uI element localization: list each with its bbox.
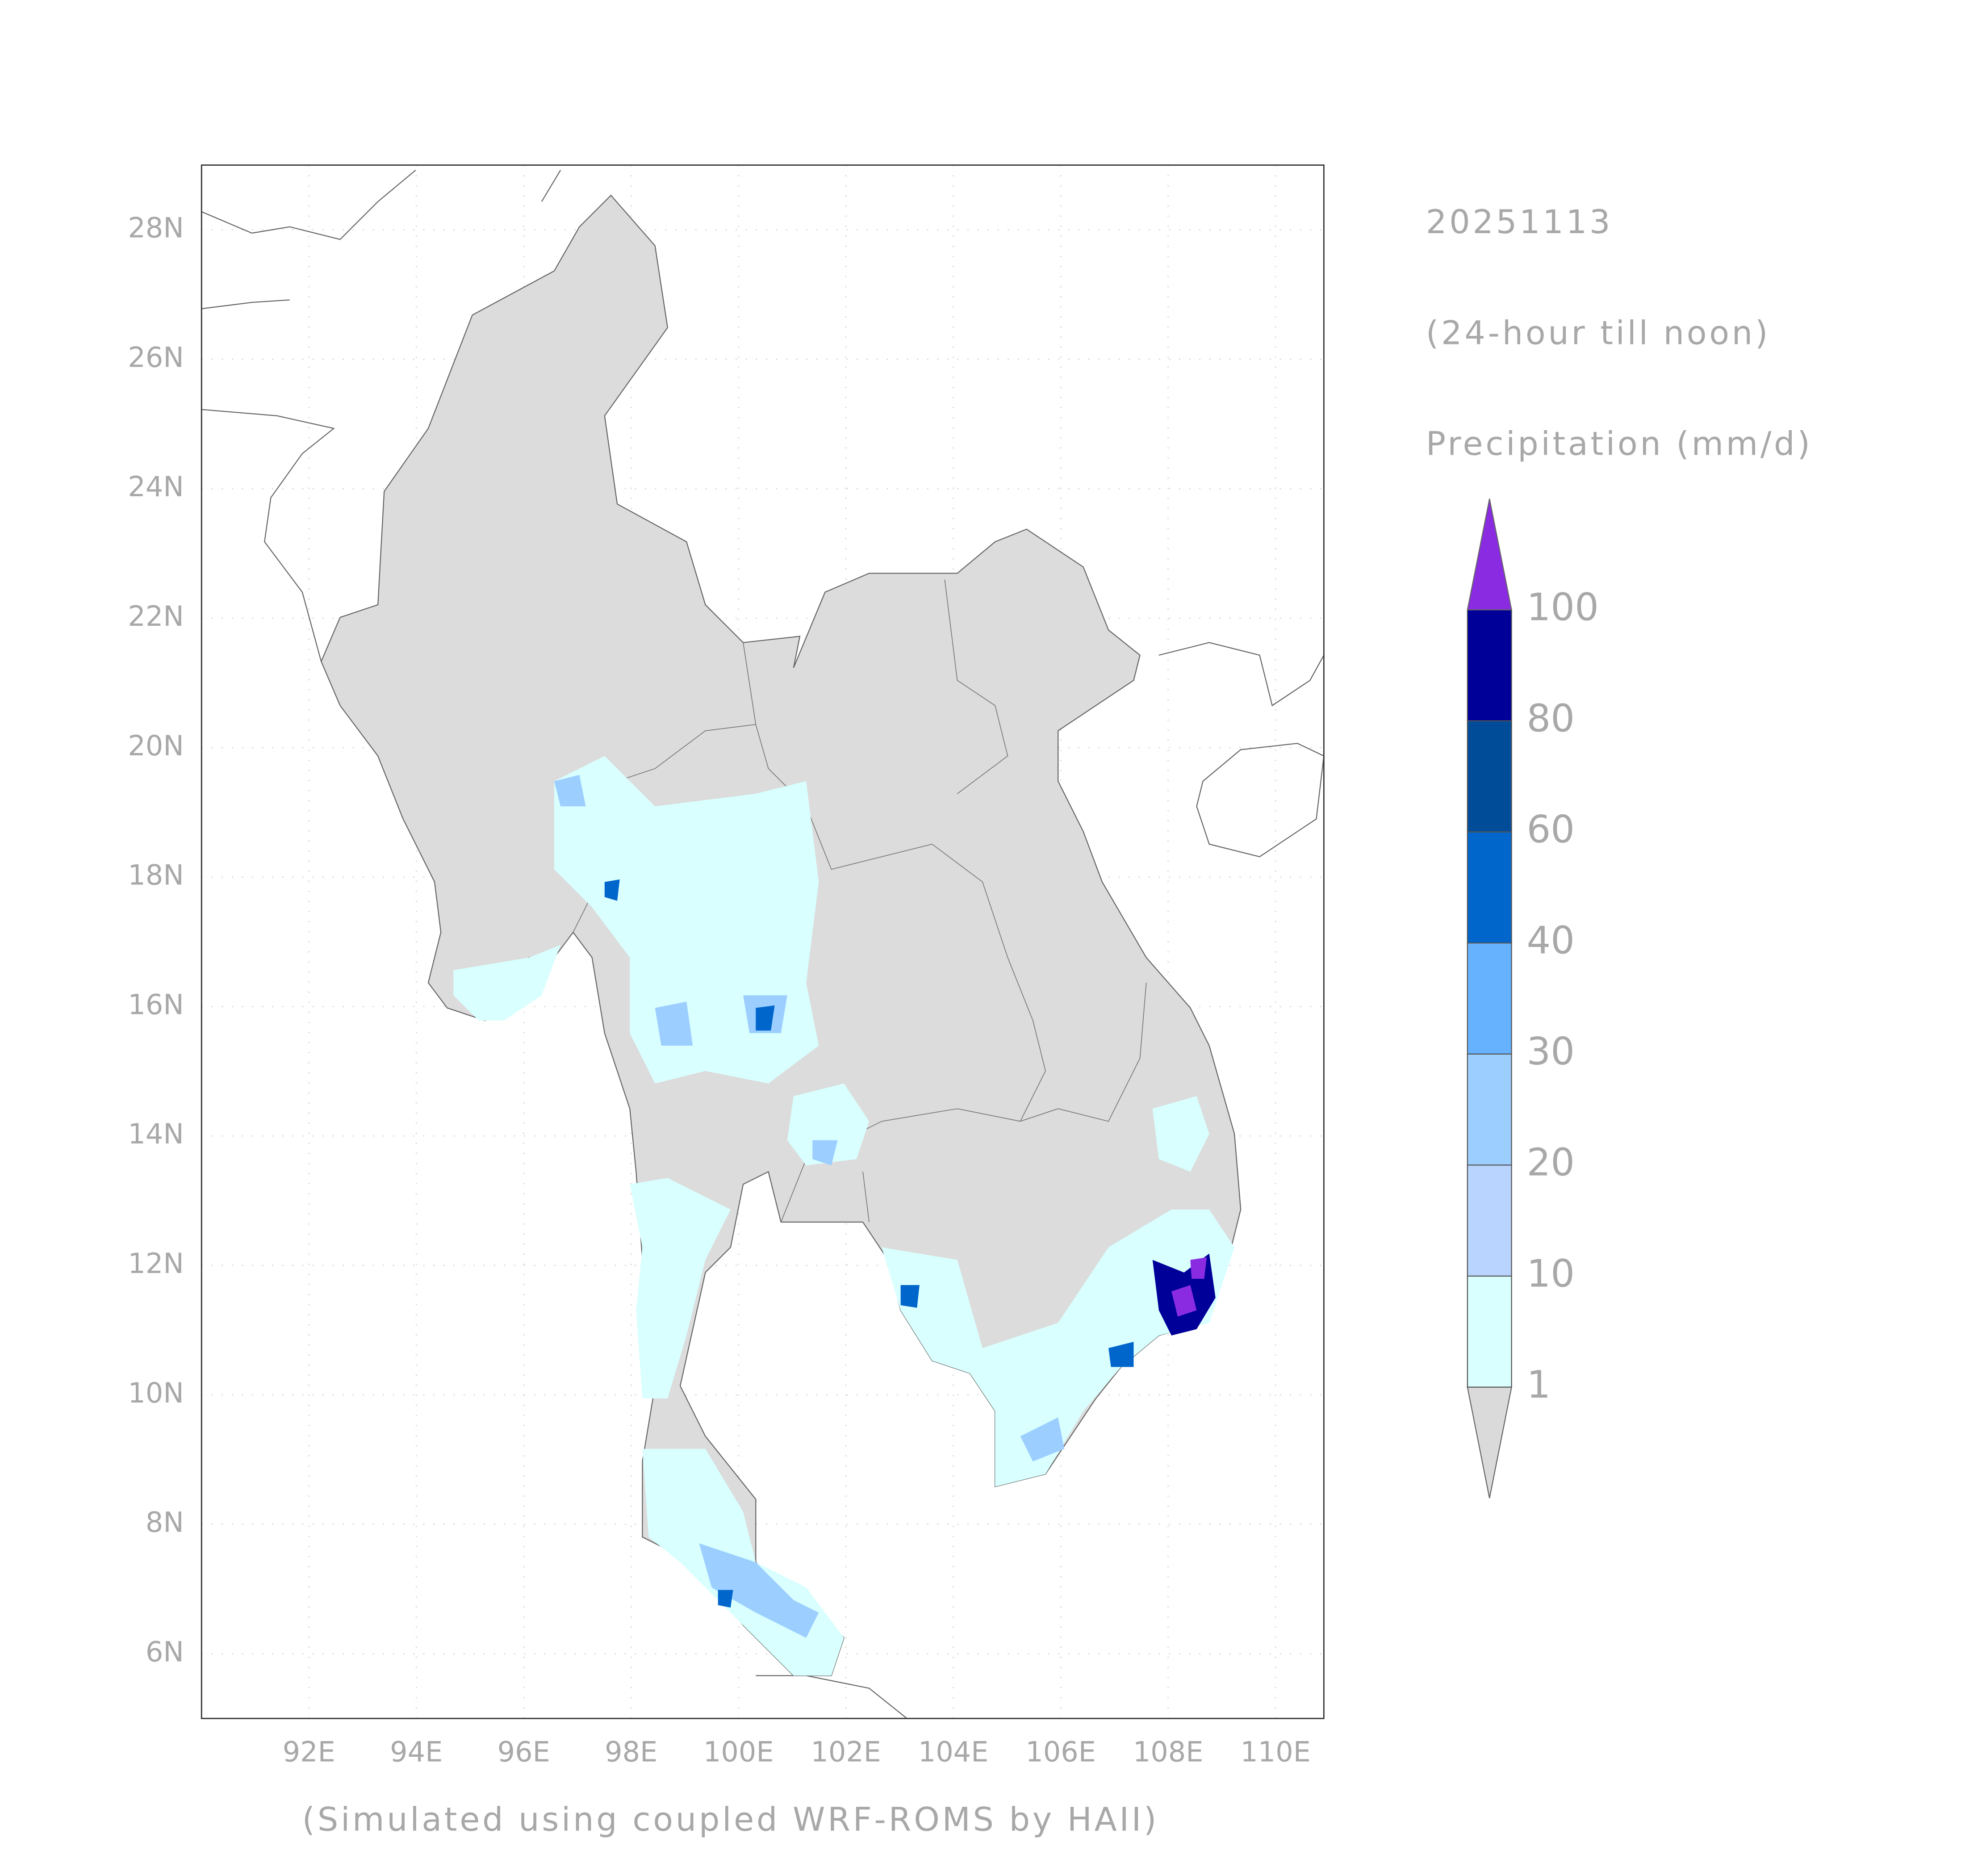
date-label: 20251113 (1426, 203, 1613, 241)
colorbar-label: 10 (1526, 1251, 1575, 1295)
lat-tick-label: 6N (146, 1635, 184, 1668)
lon-tick-label: 96E (498, 1735, 550, 1768)
colorbar-box (1467, 609, 1512, 721)
map-frame (201, 164, 1325, 1719)
colorbar-label: 100 (1526, 585, 1599, 629)
lon-tick-label: 100E (703, 1735, 774, 1768)
lon-tick-label: 108E (1133, 1735, 1204, 1768)
colorbar-under (1467, 1386, 1512, 1499)
colorbar-label: 40 (1526, 918, 1575, 963)
colorbar-label: 30 (1526, 1029, 1575, 1073)
footer: (Simulated using coupled WRF-ROMS by HAI… (302, 1801, 1159, 1839)
colorbar: 1 10 20 30 40 60 80 100 (1467, 498, 1599, 1499)
map-layer (201, 170, 1324, 1719)
lon-tick-label: 104E (918, 1735, 989, 1768)
variable-label: Precipitation (mm/d) (1426, 425, 1813, 463)
lat-tick-label: 20N (128, 729, 184, 762)
lon-tick-label: 94E (390, 1735, 443, 1768)
lat-tick-label: 22N (128, 600, 184, 632)
lat-tick-label: 28N (128, 212, 184, 244)
colorbar-box (1467, 942, 1512, 1055)
lon-tick-label: 102E (811, 1735, 881, 1768)
colorbar-box (1467, 1275, 1512, 1388)
internal-borders (573, 579, 1147, 1223)
colorbar-over (1467, 498, 1512, 611)
lat-tick-label: 26N (128, 341, 184, 373)
lon-tick-label: 106E (1025, 1735, 1096, 1768)
colorbar-box (1467, 1053, 1512, 1166)
lat-tick-label: 8N (146, 1506, 184, 1539)
neighbor-land (201, 170, 1324, 1719)
lat-tick-label: 14N (128, 1118, 184, 1150)
lat-tick-label: 24N (128, 470, 184, 503)
lat-tick-label: 12N (128, 1247, 184, 1280)
lon-tick-label: 110E (1240, 1735, 1311, 1768)
colorbar-label: 80 (1526, 696, 1575, 740)
lon-tick-label: 92E (283, 1735, 335, 1768)
period-label: (24-hour till noon) (1426, 314, 1770, 352)
colorbar-label: 20 (1526, 1140, 1575, 1185)
colorbar-label: 1 (1526, 1362, 1551, 1407)
colorbar-box (1467, 1164, 1512, 1277)
lat-tick-label: 16N (128, 988, 184, 1021)
lat-tick-label: 10N (128, 1377, 184, 1409)
rain-extreme (1171, 1257, 1207, 1317)
colorbar-box (1467, 720, 1512, 833)
lat-tick-label: 18N (128, 859, 184, 892)
colorbar-box (1467, 831, 1512, 944)
lon-tick-label: 98E (605, 1735, 657, 1768)
colorbar-label: 60 (1526, 807, 1575, 851)
